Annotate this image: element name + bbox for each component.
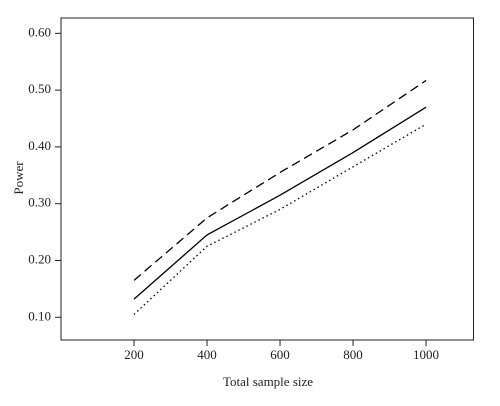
y-tick-label: 0.60 <box>28 24 51 39</box>
y-tick-label: 0.20 <box>28 251 51 266</box>
y-tick-label: 0.10 <box>28 308 51 323</box>
series-line <box>133 106 427 300</box>
y-axis-label: Power <box>11 161 26 195</box>
series-line <box>133 79 427 281</box>
plot-frame <box>60 17 474 341</box>
x-tick-label: 400 <box>197 347 217 362</box>
x-tick-label: 1000 <box>413 347 439 362</box>
y-tick-label: 0.30 <box>28 195 51 210</box>
y-tick-label: 0.40 <box>28 138 51 153</box>
x-tick-label: 200 <box>124 347 144 362</box>
y-tick-label: 0.50 <box>28 81 51 96</box>
x-tick-label: 600 <box>270 347 290 362</box>
series-line <box>133 123 427 315</box>
x-tick-label: 800 <box>343 347 363 362</box>
x-axis-label: Total sample size <box>223 374 313 389</box>
